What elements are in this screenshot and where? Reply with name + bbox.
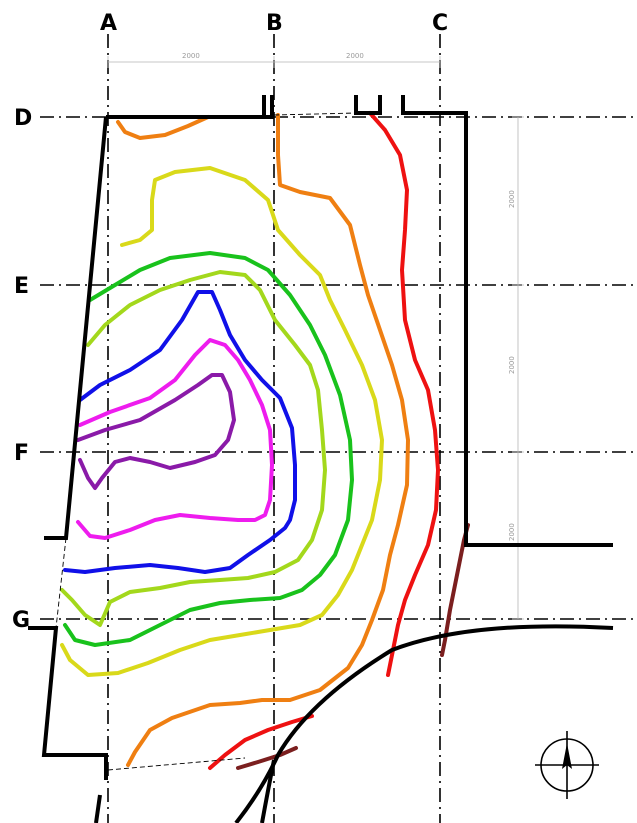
- wall-top-notch-c2: [401, 95, 613, 547]
- contour-darkred-bottom: [236, 746, 298, 770]
- grid-axes: [40, 34, 637, 823]
- wall-left-lower: [28, 626, 108, 780]
- dimension-top-2: 2000: [346, 52, 364, 60]
- wall-left: [44, 116, 108, 540]
- slab-edge-top: [273, 112, 357, 116]
- slab-edge-left: [55, 537, 67, 629]
- slab-edge-bottom: [107, 757, 246, 771]
- contour-purple: [76, 373, 236, 490]
- contour-yellow: [60, 166, 384, 677]
- dimension-right-3: 2000: [508, 523, 516, 541]
- contour-orange-top: [116, 115, 210, 140]
- contour-yellowgreen: [60, 270, 327, 627]
- grid-label-f: F: [14, 441, 29, 466]
- building-outline: [28, 95, 614, 823]
- wall-column-b-lower: [260, 759, 276, 823]
- wall-arc: [234, 624, 614, 823]
- wall-top-notch-c1: [354, 95, 382, 115]
- contour-orange: [126, 113, 410, 767]
- dimension-lines: 2000 2000 2000 2000 2000: [107, 52, 524, 620]
- contour-red: [368, 111, 440, 677]
- north-arrow-icon: [535, 731, 599, 799]
- grid-label-b: B: [266, 11, 283, 36]
- dimension-top-1: 2000: [182, 52, 200, 60]
- contour-blue: [63, 290, 297, 574]
- contour-red-bottom: [208, 714, 314, 770]
- contour-lines: [60, 111, 470, 770]
- grid-labels: A B C D E F G: [12, 11, 448, 633]
- contour-magenta: [76, 338, 274, 540]
- grid-label-d: D: [14, 106, 32, 131]
- grid-label-a: A: [100, 11, 117, 36]
- dimension-right-1: 2000: [508, 190, 516, 208]
- wall-outline-main: [109, 95, 274, 119]
- contour-green: [63, 251, 354, 647]
- dimension-right-2: 2000: [508, 356, 516, 374]
- wall-column-a-lower: [94, 794, 102, 823]
- grid-label-c: C: [432, 11, 448, 36]
- grid-label-e: E: [14, 274, 29, 299]
- grid-label-g: G: [12, 608, 30, 633]
